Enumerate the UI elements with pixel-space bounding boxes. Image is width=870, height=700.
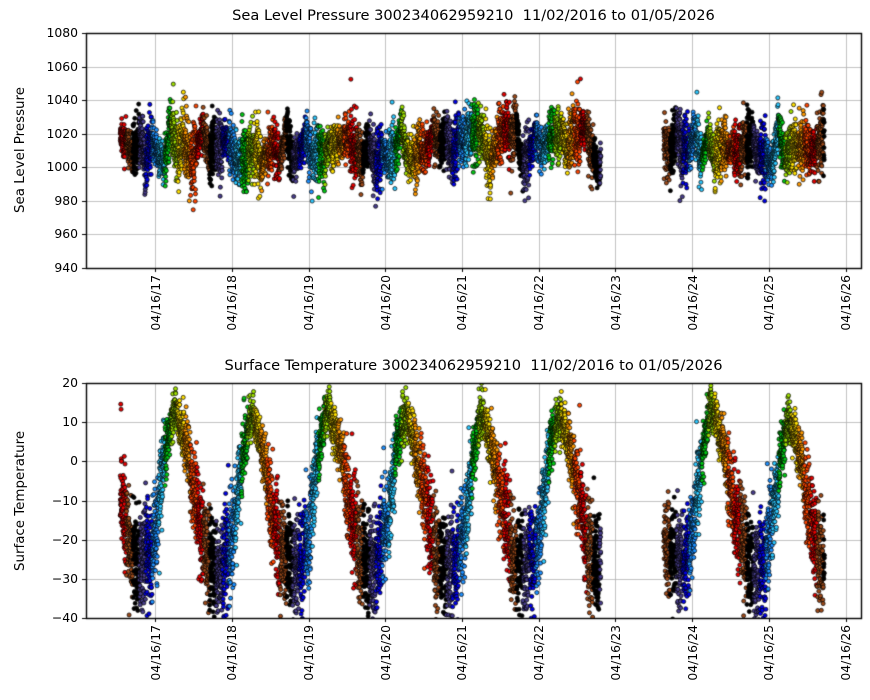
- chart-title-surface-temperature: Surface Temperature 300234062959210 11/0…: [224, 357, 723, 374]
- y-tick-label: 10: [62, 414, 78, 430]
- y-tick-label: 1080: [46, 25, 78, 40]
- y-tick-label: 1060: [46, 58, 78, 74]
- y-tick-label: −20: [51, 531, 78, 547]
- y-tick-label: 0: [70, 453, 78, 469]
- x-tick-label: 04/16/25: [761, 625, 777, 681]
- x-tick-label: 04/16/24: [684, 625, 700, 681]
- x-tick-label: 04/16/26: [838, 275, 854, 331]
- x-tick-label: 04/16/21: [454, 275, 470, 331]
- x-tick-label: 04/16/26: [838, 625, 854, 681]
- x-tick-label: 04/16/23: [607, 275, 623, 331]
- y-tick-label: 980: [54, 192, 78, 208]
- x-tick-label: 04/16/19: [301, 625, 317, 681]
- x-tick-label: 04/16/25: [761, 275, 777, 331]
- x-tick-label: 04/16/17: [147, 625, 163, 681]
- y-tick-label: −40: [51, 610, 78, 625]
- y-tick-label: 1000: [46, 159, 78, 175]
- y-tick-label: 960: [54, 226, 78, 242]
- x-tick-label: 04/16/18: [224, 625, 240, 681]
- x-tick-label: 04/16/23: [607, 625, 623, 681]
- y-tick-label: −10: [51, 492, 78, 508]
- x-tick-label: 04/16/22: [531, 625, 547, 681]
- y-tick-label: −30: [51, 570, 78, 586]
- y-tick-label: 1040: [46, 92, 78, 108]
- x-tick-label: 04/16/21: [454, 625, 470, 681]
- x-tick-label: 04/16/20: [377, 625, 393, 681]
- x-tick-label: 04/16/22: [531, 275, 547, 331]
- x-tick-label: 04/16/19: [301, 275, 317, 331]
- y-tick-label: 1020: [46, 125, 78, 141]
- x-tick-label: 04/16/24: [684, 275, 700, 331]
- y-tick-label: 20: [62, 375, 78, 390]
- x-tick-label: 04/16/20: [377, 275, 393, 331]
- x-tick-label: 04/16/17: [147, 275, 163, 331]
- x-tick-label: 04/16/18: [224, 275, 240, 331]
- chart-title-sea-level-pressure: Sea Level Pressure 300234062959210 11/02…: [232, 7, 715, 24]
- y-tick-label: 940: [54, 260, 78, 275]
